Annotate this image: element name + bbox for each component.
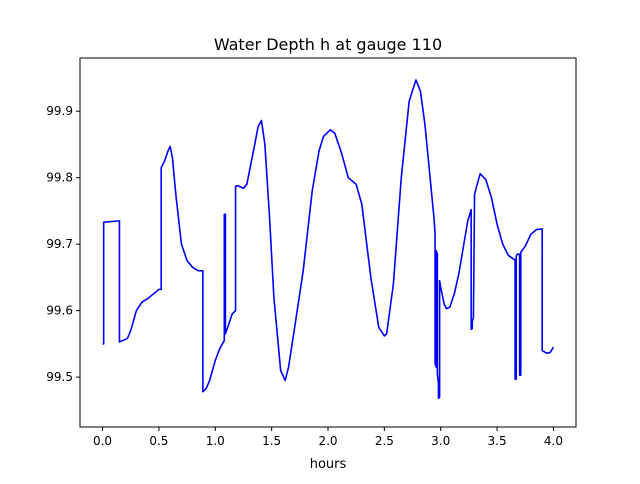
plot-area	[102, 79, 555, 400]
x-tick-label: 1.0	[206, 434, 225, 448]
x-tick-label: 0.0	[93, 434, 112, 448]
y-tick-label: 99.7	[46, 237, 73, 251]
y-tick-label: 99.9	[46, 104, 73, 118]
y-axis-ticks: 99.5 99.6 99.7 99.8 99.9	[46, 104, 80, 384]
y-tick-label: 99.8	[46, 171, 73, 185]
y-tick-label: 99.5	[46, 370, 73, 384]
x-tick-label: 0.5	[149, 434, 168, 448]
x-tick-label: 4.0	[544, 434, 563, 448]
axes-frame	[79, 57, 577, 428]
x-tick-label: 1.5	[262, 434, 281, 448]
y-tick-label: 99.6	[46, 304, 73, 318]
chart-title: Water Depth h at gauge 110	[214, 35, 442, 54]
x-tick-label: 2.0	[318, 434, 337, 448]
x-axis-label: hours	[310, 457, 347, 472]
x-tick-label: 3.5	[488, 434, 507, 448]
x-axis-ticks: 0.0 0.5 1.0 1.5 2.0 2.5 3.0 3.5 4.0	[93, 427, 563, 448]
series-line-0	[102, 79, 555, 400]
x-tick-label: 3.0	[431, 434, 450, 448]
x-tick-label: 2.5	[375, 434, 394, 448]
